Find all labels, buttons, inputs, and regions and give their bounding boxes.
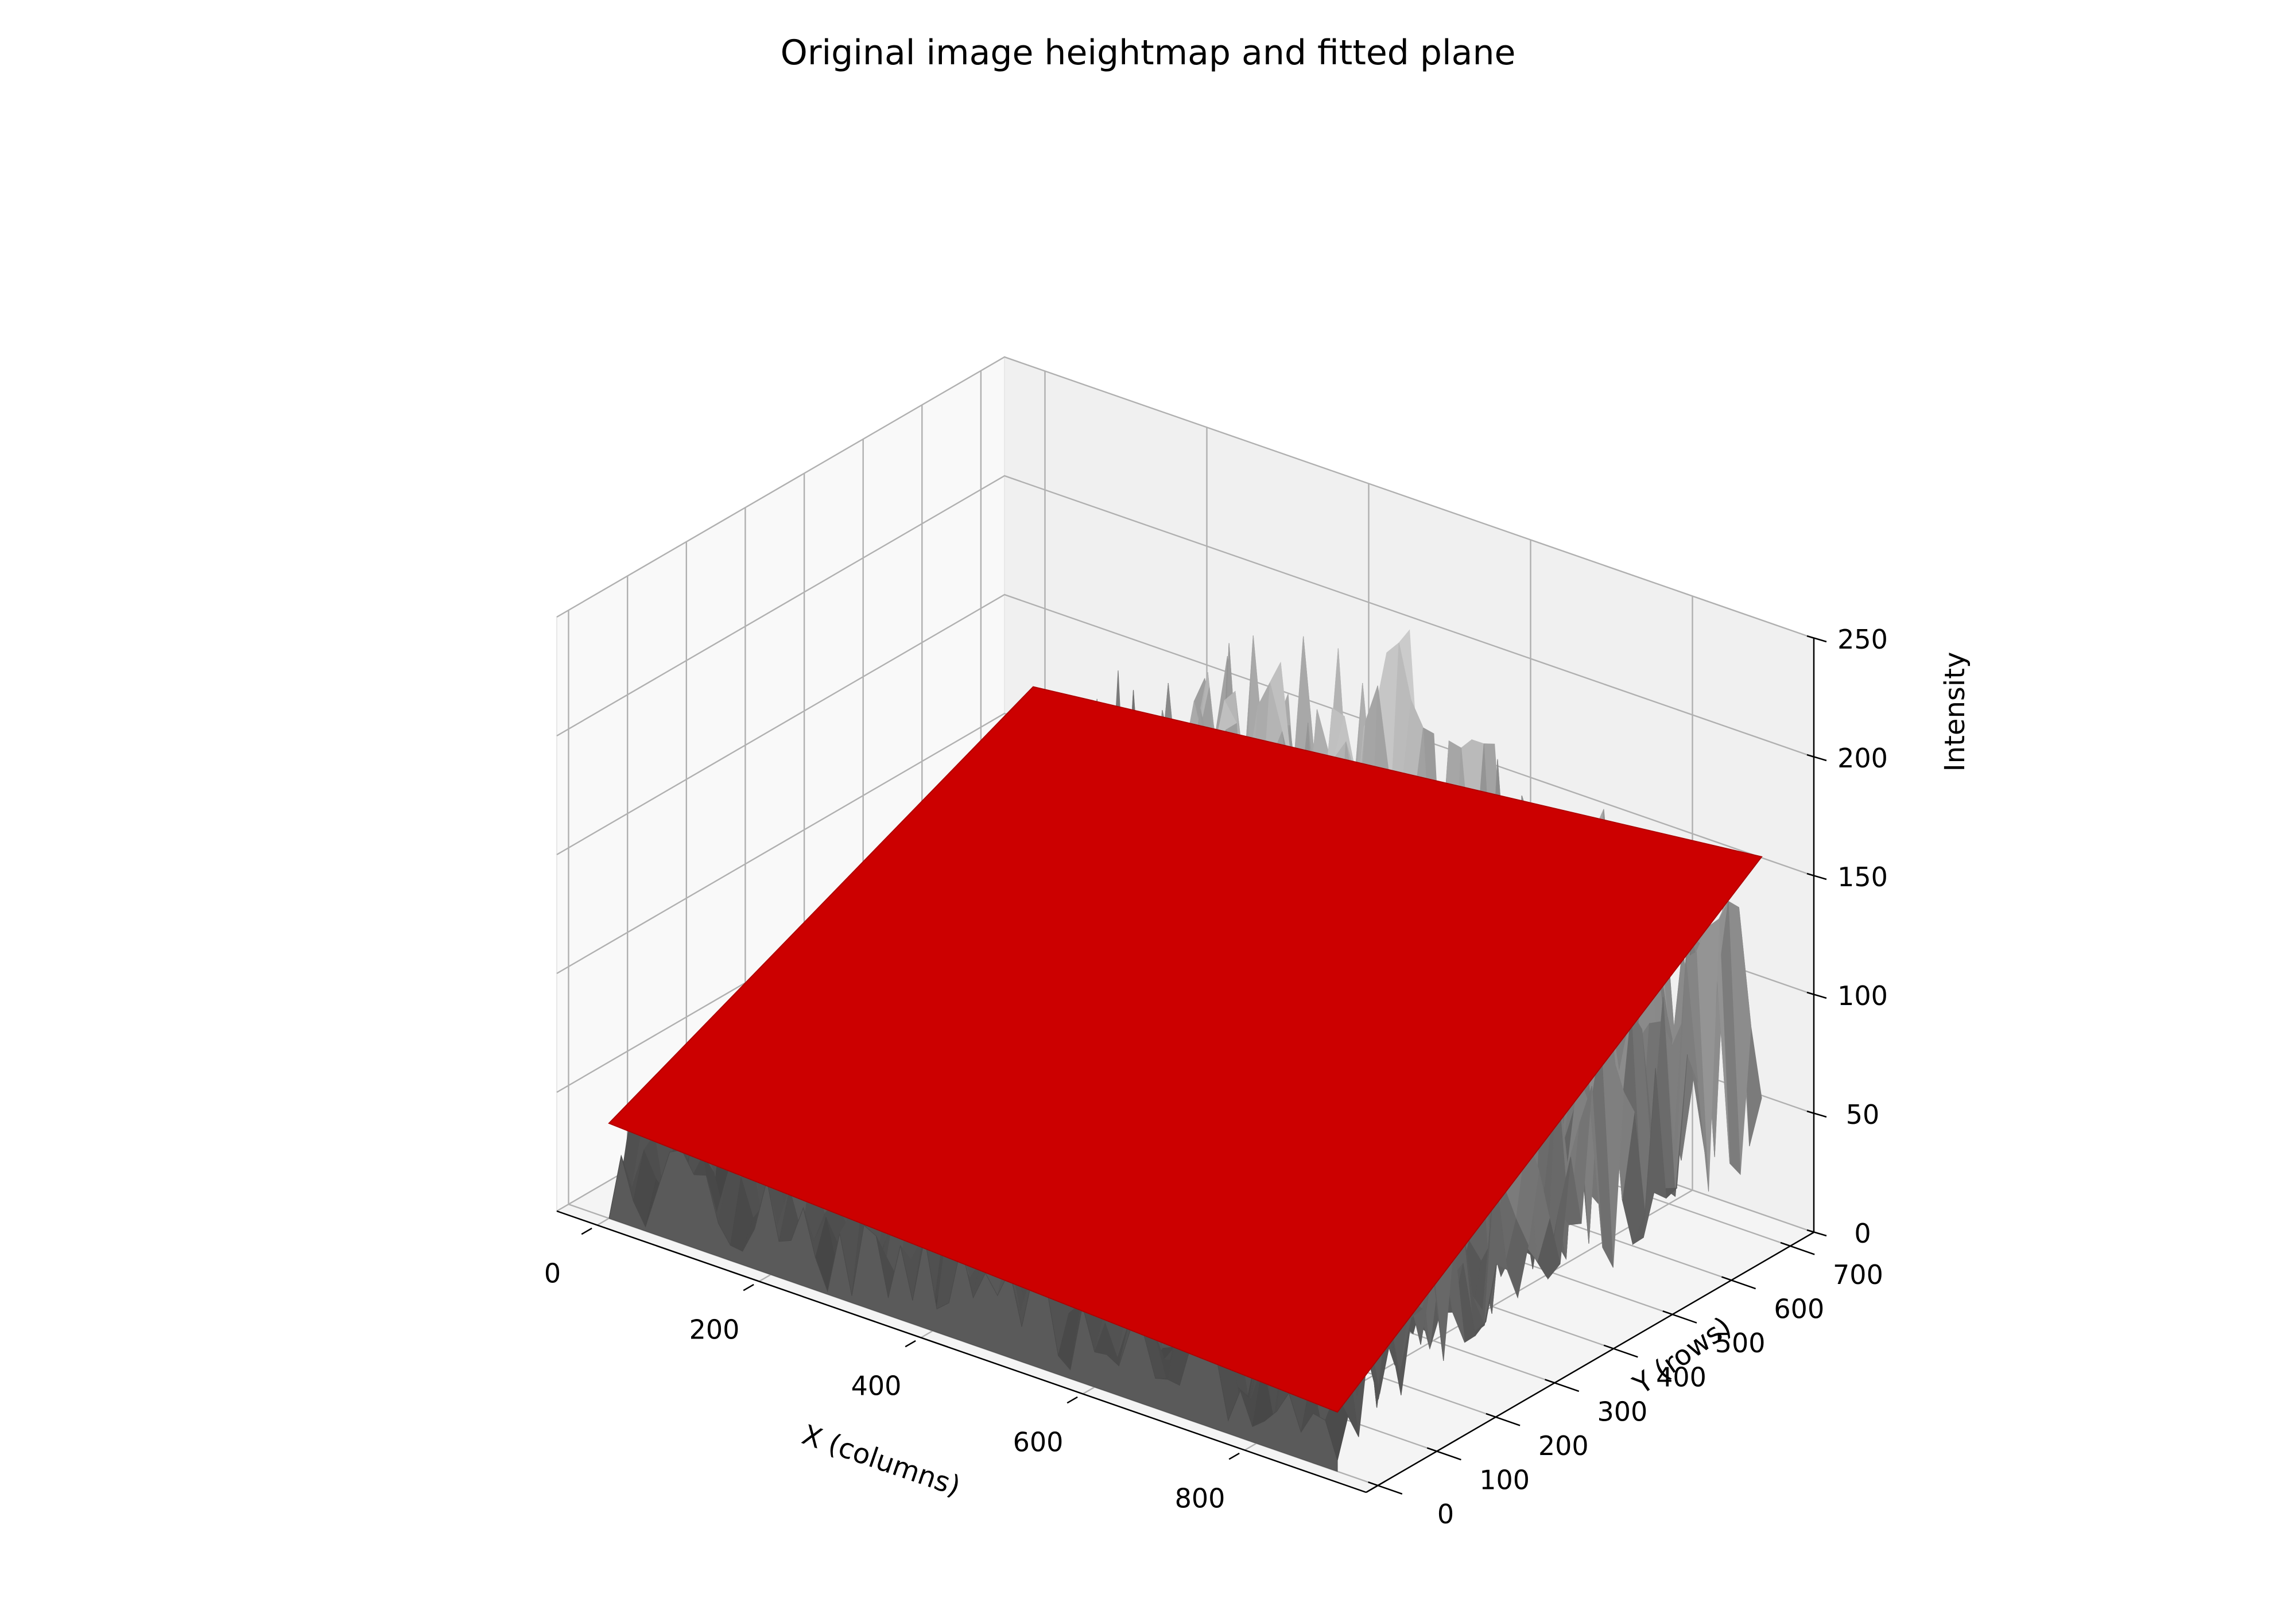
z-tick [1806, 872, 1827, 880]
z-tick-label: 0 [1854, 1218, 1871, 1249]
x-tick-label: 400 [851, 1371, 902, 1402]
y-tick [1545, 1379, 1580, 1392]
z-tick [1806, 754, 1827, 762]
surface-front-skirt [608, 1150, 1338, 1472]
y-tick [1662, 1310, 1697, 1324]
tick-marks: 0 200 400 600 800 0 100 200 300 400 500 600 700 0 50 10… [544, 624, 1888, 1530]
y-tick [1603, 1344, 1638, 1358]
y-tick-label: 700 [1833, 1259, 1883, 1290]
z-gridline [556, 356, 1814, 639]
y-tick [1780, 1242, 1815, 1255]
z-tick-label: 50 [1846, 1099, 1880, 1130]
x-tick-label: 0 [544, 1258, 561, 1289]
y-tick-label: 300 [1597, 1396, 1648, 1427]
fitted-plane [608, 686, 1763, 1413]
y-tick-label: 0 [1437, 1499, 1454, 1530]
z-tick [1806, 1229, 1827, 1237]
y-tick-label: 100 [1479, 1464, 1530, 1495]
y-tick [1426, 1447, 1461, 1461]
y-tick-label: 600 [1774, 1293, 1824, 1324]
z-tick-label: 250 [1837, 624, 1888, 655]
z-tick-label: 200 [1837, 743, 1888, 774]
fitted-plane-layer [608, 686, 1763, 1413]
z-tick [1806, 1110, 1827, 1118]
x-tick [1066, 1396, 1078, 1404]
z-tick-label: 150 [1837, 862, 1888, 893]
chart-title: Original image heightmap and fitted plan… [781, 33, 1516, 73]
z-gridline [556, 593, 1814, 877]
x-tick [905, 1340, 916, 1348]
y-axis-line [1366, 1231, 1814, 1493]
axis-lines [556, 638, 1815, 1493]
x-tick-label: 800 [1175, 1483, 1225, 1514]
y-tick [1486, 1413, 1521, 1426]
x-axis-label: X (columns) [798, 1419, 964, 1503]
y-tick [1368, 1481, 1403, 1495]
z-tick [1806, 991, 1827, 999]
z-axis-label: Intensity [1939, 652, 1971, 772]
y-tick-label: 200 [1538, 1430, 1589, 1461]
x-tick [581, 1227, 592, 1235]
y-tick [1721, 1276, 1756, 1290]
x-tick-label: 200 [689, 1314, 740, 1345]
x-tick-label: 600 [1013, 1427, 1064, 1458]
x-tick [1228, 1452, 1240, 1460]
z-tick [1806, 635, 1827, 643]
x-axis-line [556, 1210, 1367, 1493]
y-tick-label: 400 [1656, 1362, 1707, 1393]
x-tick [743, 1283, 754, 1291]
y-tick-label: 500 [1715, 1328, 1766, 1359]
z-gridline [556, 475, 1814, 758]
z-tick-label: 100 [1837, 980, 1888, 1011]
